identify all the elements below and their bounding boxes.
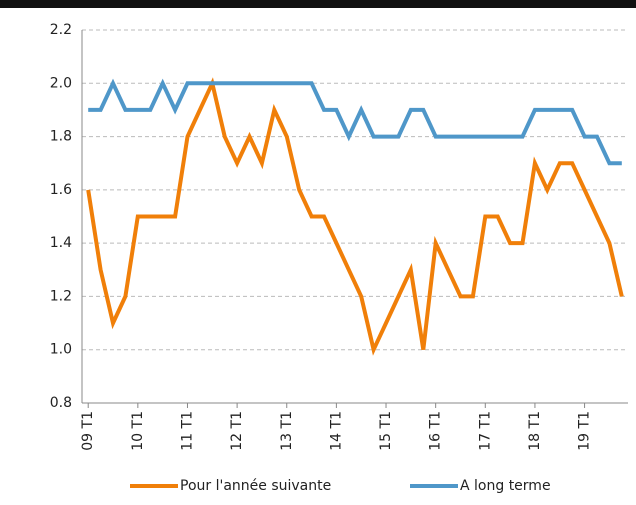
y-tick-label: 1.0 — [50, 342, 72, 358]
series-line — [88, 78, 622, 166]
x-tick-label: 10 T1 — [130, 411, 146, 451]
x-tick-label: 18 T1 — [527, 411, 543, 451]
x-tick-label: 19 T1 — [577, 411, 593, 451]
legend-label: Pour l'année suivante — [180, 478, 331, 494]
y-tick-label: 1.6 — [50, 182, 72, 198]
x-tick-label: 17 T1 — [477, 411, 493, 451]
x-tick-label: 16 T1 — [428, 411, 444, 451]
x-tick-label: 12 T1 — [229, 411, 245, 451]
top-bar — [0, 0, 636, 8]
x-tick-label: 11 T1 — [179, 411, 195, 451]
series-line — [86, 77, 624, 356]
y-tick-label: 1.2 — [50, 288, 72, 304]
y-tick-label: 1.8 — [50, 129, 72, 145]
legend-label: A long terme — [460, 478, 551, 494]
y-tick-label: 2.0 — [50, 75, 72, 91]
x-tick-label: 14 T1 — [328, 411, 344, 451]
y-tick-label: 2.2 — [50, 22, 72, 38]
x-tick-label: 13 T1 — [279, 411, 295, 451]
x-tick-label: 15 T1 — [378, 411, 394, 451]
y-tick-label: 0.8 — [50, 395, 72, 411]
x-tick-label: 09 T1 — [80, 411, 96, 451]
y-tick-label: 1.4 — [50, 235, 72, 251]
